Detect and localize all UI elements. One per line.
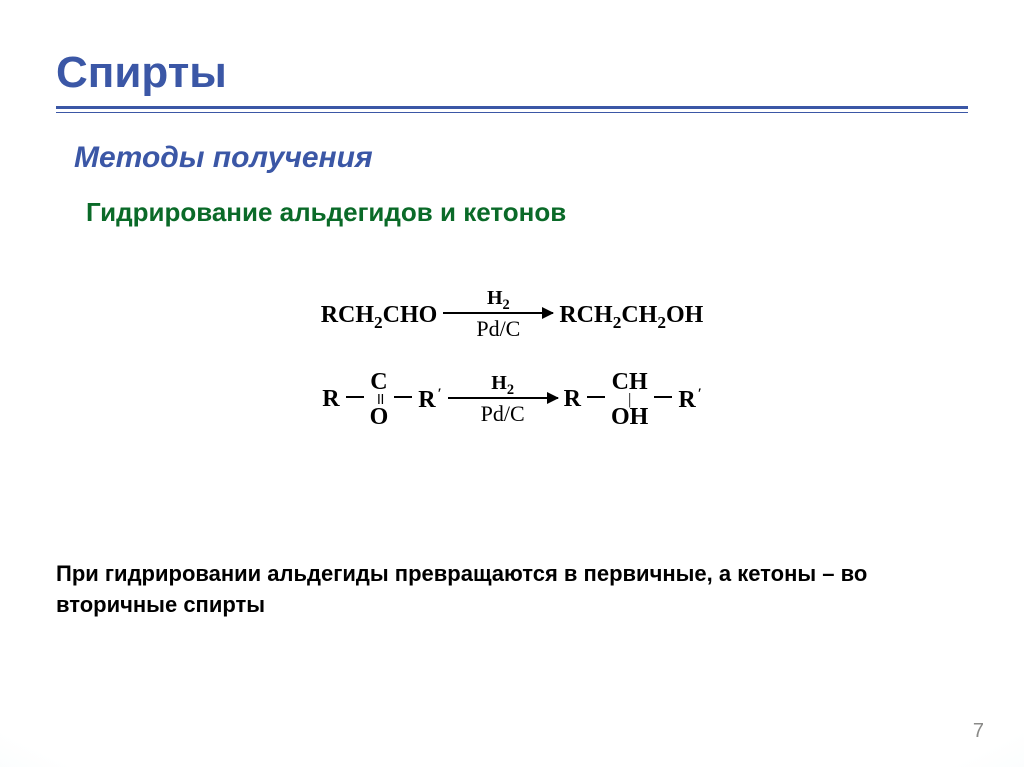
product-rch: RCH [559,302,612,328]
alcohol-R-left: R [564,386,581,413]
arrow-over-1: H2 [487,288,510,308]
arrow-under-1: Pd/C [476,316,520,342]
product-oh: OH [666,302,703,328]
reactions-area: RCH2CHO H2 Pd/C RCH2CH2OH R C ॥ O [56,288,968,429]
ketone-R-left: R [322,386,339,413]
reaction-arrow-1: H2 Pd/C [443,288,553,342]
ketone-carbon-stack: C ॥ O [370,370,389,429]
reaction-aldehyde: RCH2CHO H2 Pd/C RCH2CH2OH [321,288,704,342]
arrow-over-2: H2 [491,373,514,393]
reagent-cho: CHO [383,302,438,328]
reagent-ketone: R C ॥ O R′ [322,370,441,429]
arrow-under-2: Pd/C [481,401,525,427]
page-title: Спирты [56,48,968,98]
arrow-line-icon [443,312,553,314]
reagent-aldehyde: RCH2CHO [321,302,438,329]
title-rule-top [56,106,968,109]
section-heading: Гидрирование альдегидов и кетонов [86,197,968,228]
bond-icon [587,396,605,398]
title-rule-bottom [56,112,968,113]
page-number: 7 [973,720,984,743]
summary-text: При гидрировании альдегиды превращаются … [56,559,968,621]
product-ch: CH [621,302,657,328]
reaction-ketone: R C ॥ O R′ H2 Pd/C R CH [322,370,702,429]
subtitle: Методы получения [74,141,968,175]
ketone-O: O [370,405,389,429]
product-primary-alcohol: RCH2CH2OH [559,302,703,329]
reaction-arrow-2: H2 Pd/C [448,373,558,427]
reagent-text: RCH [321,302,374,328]
bond-icon [346,396,364,398]
product-secondary-alcohol: R CH | OH R′ [564,370,702,429]
alcohol-OH: OH [611,405,648,429]
bond-icon [394,396,412,398]
bond-icon [654,396,672,398]
arrow-line-icon [448,397,558,399]
ketone-R-right: R′ [418,386,441,414]
alcohol-CH-stack: CH | OH [611,370,648,429]
alcohol-R-right: R′ [678,386,701,414]
